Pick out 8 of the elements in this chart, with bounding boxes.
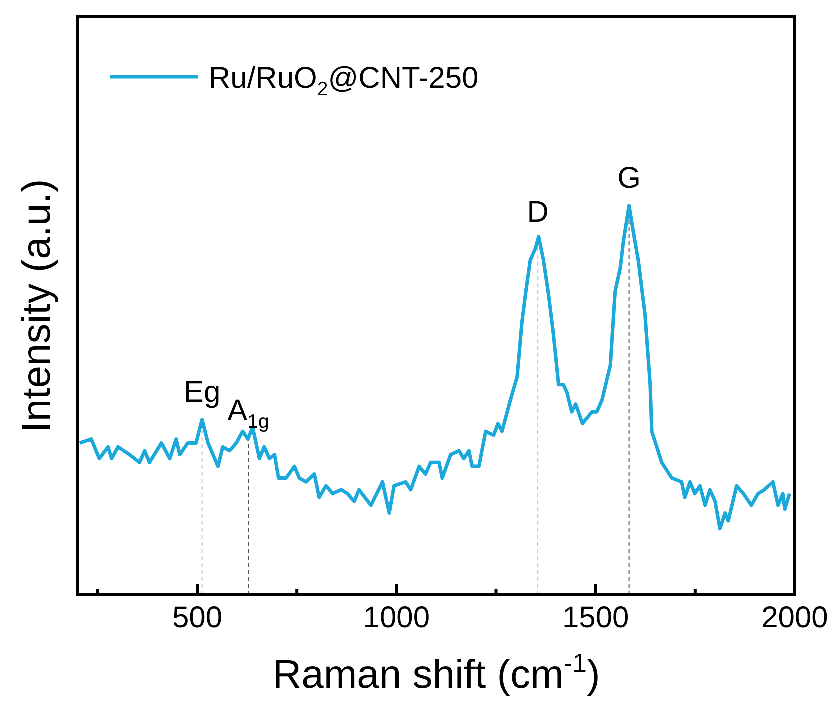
ref-line-label: D bbox=[527, 196, 549, 229]
x-tick-label: 1500 bbox=[562, 601, 630, 634]
x-tick-label: 500 bbox=[172, 601, 223, 634]
ref-line-label: G bbox=[618, 162, 641, 195]
ref-line-label: Eg bbox=[184, 376, 221, 409]
x-tick-label: 2000 bbox=[762, 601, 828, 634]
x-tick-label: 1000 bbox=[363, 601, 430, 634]
y-axis-title: Intensity (a.u.) bbox=[15, 179, 59, 433]
